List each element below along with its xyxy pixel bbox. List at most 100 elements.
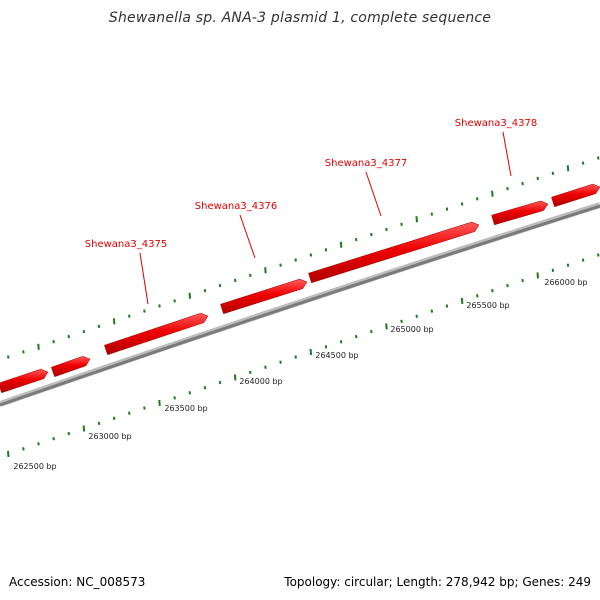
gene-leader-line (502, 131, 512, 177)
tick-mark (158, 399, 161, 407)
tick-mark (249, 273, 252, 278)
tick-mark (506, 186, 509, 191)
tick-mark (52, 437, 55, 441)
tick-mark (233, 278, 237, 283)
tick-mark (581, 161, 585, 165)
tick-mark (143, 309, 146, 313)
gene-bar[interactable] (551, 183, 600, 208)
tick-mark (521, 278, 524, 283)
tick-mark (279, 263, 282, 267)
tick-mark (491, 289, 494, 293)
bp-coordinate-label: 264000 bp (239, 377, 282, 386)
gene-bar[interactable] (104, 312, 209, 356)
tick-mark (324, 248, 328, 252)
tick-mark (112, 318, 116, 325)
gene-bar[interactable] (491, 200, 549, 226)
tick-mark (521, 181, 524, 186)
gene-bar[interactable] (308, 221, 480, 284)
bp-coordinate-label: 264500 bp (315, 351, 358, 360)
topology-text: Topology: circular; Length: 278,942 bp; … (284, 575, 591, 589)
tick-mark (203, 386, 207, 390)
tick-mark (415, 314, 418, 318)
bp-coordinate-label: 265000 bp (390, 325, 433, 334)
tick-mark (354, 237, 358, 242)
tick-mark (22, 447, 25, 451)
tick-mark (339, 340, 343, 344)
gene-label: Shewana3_4375 (85, 239, 167, 250)
tick-mark (309, 253, 313, 257)
bp-coordinate-label: 263000 bp (88, 432, 131, 441)
tick-mark (491, 190, 494, 197)
bp-coordinate-label: 266000 bp (544, 278, 587, 287)
bp-coordinate-label: 263500 bp (164, 404, 207, 413)
tick-mark (385, 323, 388, 330)
tick-mark (445, 207, 449, 211)
tick-mark (475, 294, 479, 298)
tick-mark (430, 309, 434, 313)
gene-bar[interactable] (0, 368, 49, 394)
tick-mark (415, 216, 418, 223)
tick-mark (7, 355, 10, 359)
tick-mark (37, 343, 40, 350)
tick-mark (309, 348, 313, 356)
lower-tick-row (7, 253, 600, 458)
tick-mark (400, 319, 403, 323)
tick-mark (67, 431, 70, 436)
tick-mark (460, 297, 464, 305)
tick-mark (581, 258, 585, 262)
tick-mark (370, 232, 373, 237)
bp-coordinate-label: 262500 bp (13, 462, 56, 471)
gene-label: Shewana3_4377 (325, 158, 407, 169)
tick-mark (7, 450, 10, 458)
tick-mark (112, 416, 116, 420)
map-title: Shewanella sp. ANA-3 plasmid 1, complete… (108, 10, 492, 26)
bp-labels: 262500 bp 263000 bp 263500 bp 264000 bp 2645… (13, 278, 587, 471)
tick-mark (97, 324, 101, 329)
tick-mark (37, 442, 40, 446)
tick-mark (294, 258, 297, 262)
tick-mark (536, 272, 539, 279)
tick-mark (249, 370, 252, 375)
tick-mark (22, 350, 25, 354)
tick-mark (294, 355, 297, 359)
tick-mark (475, 197, 479, 201)
tick-mark (566, 165, 570, 172)
tick-mark (506, 283, 509, 288)
tick-mark (97, 421, 101, 426)
gene-label: Shewana3_4376 (195, 201, 277, 212)
tick-mark (445, 304, 449, 308)
tick-mark (264, 365, 267, 369)
tick-mark (188, 391, 192, 395)
bp-coordinate-label: 265500 bp (466, 301, 509, 310)
gene-labels: Shewana3_4375 Shewana3_4376 Shewana3_4377 S… (85, 118, 537, 305)
tick-mark (400, 222, 403, 226)
gene-label: Shewana3_4378 (455, 118, 537, 129)
tick-mark (551, 171, 555, 175)
tick-mark (279, 360, 282, 364)
sequence-backbone-shade (0, 204, 600, 407)
tick-mark (233, 374, 237, 381)
gene-bars (0, 183, 600, 394)
tick-mark (551, 268, 555, 272)
tick-mark (173, 396, 176, 400)
tick-mark (597, 156, 600, 160)
gene-bar[interactable] (51, 356, 91, 378)
gene-leader-line (365, 171, 382, 217)
gene-bar[interactable] (220, 278, 308, 315)
tick-mark (430, 212, 434, 216)
tick-mark (566, 263, 570, 267)
tick-mark (82, 329, 86, 334)
tick-mark (143, 406, 146, 410)
tick-mark (324, 345, 328, 349)
tick-mark (218, 283, 222, 288)
tick-mark (52, 340, 55, 344)
tick-mark (173, 299, 176, 303)
tick-mark (597, 253, 600, 257)
tick-mark (385, 227, 388, 232)
tick-mark (67, 334, 70, 339)
accession-text: Accession: NC_008573 (9, 575, 146, 589)
tick-mark (370, 329, 373, 334)
tick-mark (218, 380, 222, 385)
tick-mark (128, 411, 131, 415)
